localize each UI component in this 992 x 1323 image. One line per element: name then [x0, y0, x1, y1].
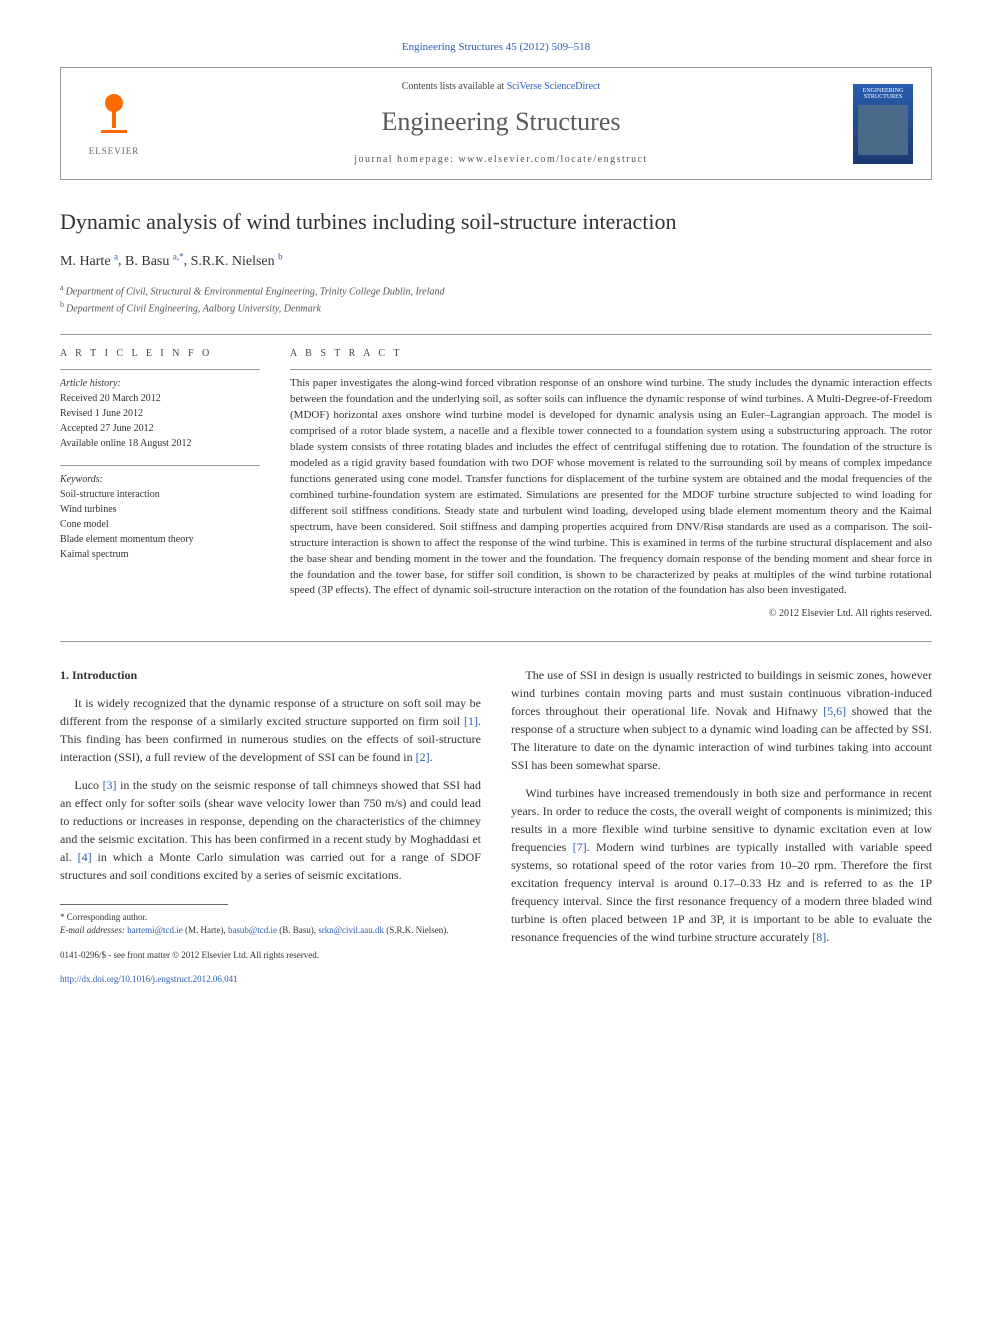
cover-thumb-image: [858, 105, 908, 155]
author-aff-mark: b: [278, 251, 283, 261]
body-paragraph: The use of SSI in design is usually rest…: [511, 666, 932, 774]
keywords-block: Keywords: Soil-structure interactionWind…: [60, 472, 260, 562]
journal-masthead: ELSEVIER Contents lists available at Sci…: [60, 67, 932, 179]
section-heading-intro: 1. Introduction: [60, 666, 481, 684]
corresponding-note: * Corresponding author.: [60, 911, 481, 924]
journal-cover-thumb: ENGINEERING STRUCTURES: [853, 84, 913, 164]
body-columns: 1. Introduction It is widely recognized …: [60, 666, 932, 985]
elsevier-logo: ELSEVIER: [79, 84, 149, 164]
contents-line: Contents lists available at SciVerse Sci…: [169, 80, 833, 94]
email-link[interactable]: srkn@civil.aau.dk: [318, 925, 384, 935]
author: B. Basu a,*: [125, 254, 184, 269]
abstract-rule: [290, 369, 932, 370]
abstract-copyright: © 2012 Elsevier Ltd. All rights reserved…: [290, 607, 932, 621]
reference-link[interactable]: [5,6]: [823, 704, 846, 718]
elsevier-label: ELSEVIER: [89, 145, 140, 158]
info-rule-2: [60, 465, 260, 466]
article-info: A R T I C L E I N F O Article history: R…: [60, 347, 260, 621]
affiliation: b Department of Civil Engineering, Aalbo…: [60, 299, 932, 316]
history-line: Received 20 March 2012: [60, 391, 260, 406]
corresponding-mark: *: [179, 251, 184, 261]
abstract-column: A B S T R A C T This paper investigates …: [290, 347, 932, 621]
article-history-heading: Article history:: [60, 376, 260, 391]
reference-link[interactable]: [8]: [812, 930, 826, 944]
footer-doi: http://dx.doi.org/10.1016/j.engstruct.20…: [60, 973, 481, 986]
citation-link[interactable]: Engineering Structures 45 (2012) 509–518: [402, 41, 590, 53]
body-paragraph: Wind turbines have increased tremendousl…: [511, 784, 932, 946]
author: M. Harte a: [60, 254, 118, 269]
abstract-text: This paper investigates the along-wind f…: [290, 376, 932, 599]
info-abstract-row: A R T I C L E I N F O Article history: R…: [60, 347, 932, 621]
reference-link[interactable]: [4]: [78, 850, 92, 864]
email-label: E-mail addresses:: [60, 925, 127, 935]
footer-issn: 0141-0296/$ - see front matter © 2012 El…: [60, 949, 481, 962]
masthead-center: Contents lists available at SciVerse Sci…: [169, 80, 833, 166]
body-col-right: The use of SSI in design is usually rest…: [511, 666, 932, 985]
author-list: M. Harte a, B. Basu a,*, S.R.K. Nielsen …: [60, 250, 932, 271]
body-col-left: 1. Introduction It is widely recognized …: [60, 666, 481, 985]
keyword: Cone model: [60, 517, 260, 532]
article-title: Dynamic analysis of wind turbines includ…: [60, 208, 932, 237]
doi-link[interactable]: http://dx.doi.org/10.1016/j.engstruct.20…: [60, 974, 238, 984]
affiliation-list: a Department of Civil, Structural & Envi…: [60, 282, 932, 317]
scidirect-link[interactable]: SciVerse ScienceDirect: [507, 81, 601, 92]
article-info-heading: A R T I C L E I N F O: [60, 347, 260, 361]
reference-link[interactable]: [1]: [464, 714, 478, 728]
keywords-heading: Keywords:: [60, 472, 260, 487]
history-line: Accepted 27 June 2012: [60, 421, 260, 436]
rule-top: [60, 334, 932, 335]
keyword: Kaimal spectrum: [60, 547, 260, 562]
article-history-block: Article history: Received 20 March 2012R…: [60, 376, 260, 451]
abstract-heading: A B S T R A C T: [290, 347, 932, 361]
history-line: Available online 18 August 2012: [60, 436, 260, 451]
history-line: Revised 1 June 2012: [60, 406, 260, 421]
reference-link[interactable]: [7]: [573, 840, 587, 854]
keyword: Wind turbines: [60, 502, 260, 517]
footnote-separator: [60, 904, 228, 905]
homepage-prefix: journal homepage:: [354, 154, 458, 165]
contents-prefix: Contents lists available at: [402, 81, 507, 92]
keyword: Soil-structure interaction: [60, 487, 260, 502]
email-link[interactable]: hartemi@tcd.ie: [127, 925, 183, 935]
footnotes: * Corresponding author. E-mail addresses…: [60, 911, 481, 936]
body-paragraph: It is widely recognized that the dynamic…: [60, 694, 481, 766]
body-paragraph: Luco [3] in the study on the seismic res…: [60, 776, 481, 884]
elsevier-tree-icon: [91, 90, 137, 141]
author-aff-mark: a: [114, 251, 118, 261]
journal-homepage: journal homepage: www.elsevier.com/locat…: [169, 153, 833, 167]
keyword: Blade element momentum theory: [60, 532, 260, 547]
reference-link[interactable]: [3]: [103, 778, 117, 792]
header-citation: Engineering Structures 45 (2012) 509–518: [60, 40, 932, 55]
info-rule-1: [60, 369, 260, 370]
reference-link[interactable]: [2]: [416, 750, 430, 764]
rule-body: [60, 641, 932, 642]
cover-thumb-title: ENGINEERING STRUCTURES: [857, 88, 909, 101]
author: S.R.K. Nielsen b: [191, 254, 283, 269]
affiliation: a Department of Civil, Structural & Envi…: [60, 282, 932, 299]
journal-name: Engineering Structures: [169, 104, 833, 140]
email-line: E-mail addresses: hartemi@tcd.ie (M. Har…: [60, 924, 481, 937]
email-link[interactable]: basub@tcd.ie: [228, 925, 277, 935]
homepage-url: www.elsevier.com/locate/engstruct: [458, 154, 647, 165]
